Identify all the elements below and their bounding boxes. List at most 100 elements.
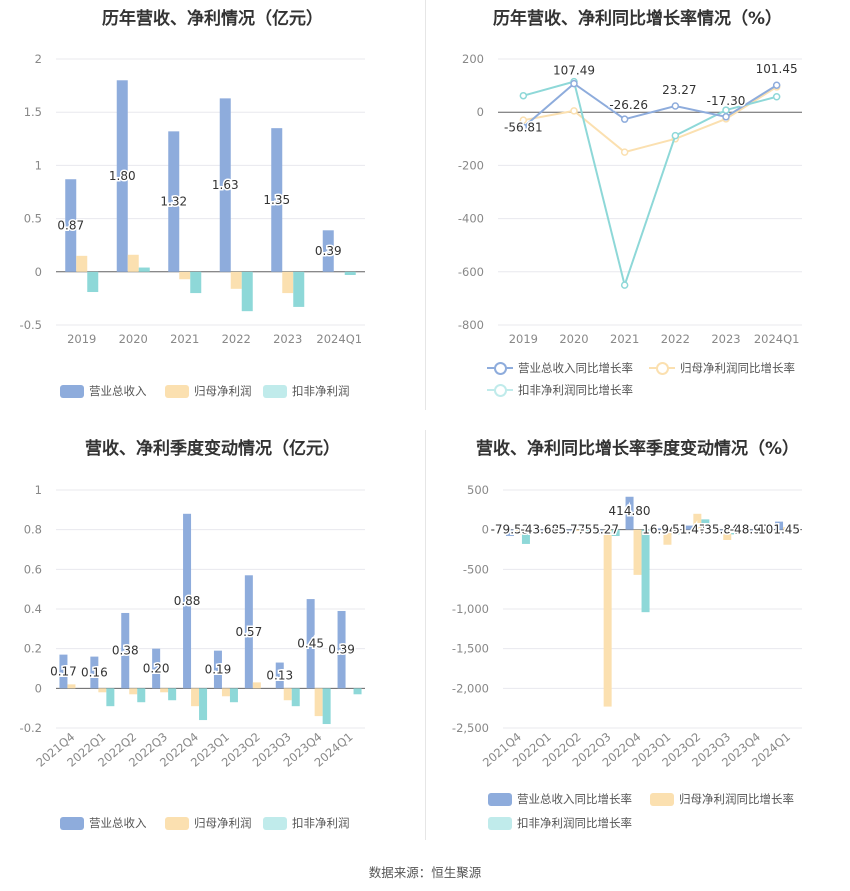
x-tick-label: 2019	[67, 332, 96, 346]
y-tick-label: -400	[458, 212, 484, 226]
y-tick-label: 0.2	[24, 642, 42, 656]
data-label: -79.53	[491, 523, 530, 537]
legend-label: 扣非净利润同比增长率	[517, 816, 632, 830]
bar-revenue	[655, 528, 664, 530]
bar-deducted-profit	[291, 688, 300, 707]
y-tick-label: 200	[462, 52, 484, 66]
data-label: 414.80	[609, 504, 651, 518]
bar-revenue	[715, 529, 724, 533]
y-tick-label: 2	[35, 52, 42, 66]
bar-revenue	[306, 599, 315, 689]
bar-net-profit	[283, 688, 292, 701]
x-tick-label: 2021	[610, 332, 639, 346]
bar-deducted-profit	[344, 271, 356, 275]
legend-item-net-profit-growth[interactable]: 归母净利润同比增长率	[649, 360, 795, 376]
bar-deducted-profit	[641, 529, 650, 613]
series-point	[772, 93, 781, 101]
bar-revenue	[275, 662, 284, 689]
legend-item-revenue-growth[interactable]: 营业总收入同比增长率	[488, 791, 632, 807]
data-source-note: 数据来源：恒生聚源	[368, 865, 482, 880]
data-label: 1.35	[263, 193, 290, 207]
legend-item-net-profit-growth[interactable]: 归母净利润同比增长率	[650, 791, 794, 807]
data-label: -26.26	[609, 98, 648, 112]
data-label: 0.88	[174, 594, 201, 608]
legend-item-revenue[interactable]: 营业总收入	[60, 383, 147, 399]
legend-label: 扣非净利润	[292, 384, 350, 398]
data-label: 107.49	[553, 64, 595, 78]
bar-net-profit	[633, 529, 642, 575]
bar-revenue	[535, 529, 544, 534]
legend-item-net-profit[interactable]: 归母净利润	[165, 815, 252, 831]
bar-deducted-profit	[731, 529, 740, 535]
bar-revenue	[65, 179, 77, 272]
y-tick-label: 500	[467, 483, 489, 497]
chart-title: 营收、净利季度变动情况（亿元）	[85, 439, 340, 459]
bar-deducted-profit	[611, 529, 620, 537]
y-tick-label: 0	[35, 681, 42, 695]
legend-label: 扣非净利润	[292, 816, 350, 830]
chart-canvas: -0.5 0 0.5 1 1.5 2 0.87 1.80 1.32 1.63 1.35 0.39 201…	[20, 52, 365, 346]
bar-revenue	[59, 654, 68, 689]
legend-swatch	[165, 816, 189, 830]
bar-revenue	[625, 496, 634, 530]
legend-item-revenue[interactable]: 营业总收入	[60, 815, 147, 831]
bar-revenue	[213, 650, 222, 689]
y-tick-label: 0	[35, 265, 42, 279]
data-label: -48.92	[730, 523, 769, 537]
bar-net-profit	[543, 529, 552, 532]
legend-label: 归母净利润同比增长率	[680, 361, 795, 375]
bar-revenue	[152, 648, 161, 689]
bar-revenue	[116, 80, 128, 272]
y-tick-label: -2,000	[452, 681, 489, 695]
x-tick-label: 2023	[273, 332, 302, 346]
bar-net-profit	[191, 688, 200, 707]
bar-deducted-profit	[521, 529, 530, 544]
legend-item-deducted-profit[interactable]: 扣非净利润	[263, 815, 350, 831]
legend-item-net-profit[interactable]: 归母净利润	[165, 383, 252, 399]
data-label: -56.81	[504, 120, 543, 134]
y-tick-label: 0.5	[24, 212, 42, 226]
x-tick-label: 2022	[222, 332, 251, 346]
y-tick-label: -2,500	[452, 721, 489, 735]
x-tick-label: 2024Q1	[316, 332, 362, 346]
bar-revenue	[685, 525, 694, 530]
y-tick-label: 0.6	[24, 562, 42, 576]
series-point	[722, 106, 730, 114]
y-tick-label: -500	[463, 562, 489, 576]
legend-item-revenue-growth[interactable]: 营业总收入同比增长率	[487, 360, 633, 376]
bar-net-profit	[753, 529, 762, 533]
data-label: 1.32	[160, 195, 187, 209]
y-tick-label: 0.4	[24, 602, 42, 616]
bar-deducted-profit	[671, 529, 680, 535]
bar-revenue	[322, 230, 334, 272]
x-tick-label: 2020	[119, 332, 148, 346]
bar-deducted-profit	[229, 688, 238, 703]
series-point	[519, 91, 528, 100]
series-point	[620, 281, 629, 289]
legend-swatch	[488, 792, 512, 806]
bar-net-profit	[513, 529, 522, 535]
legend-label: 营业总收入	[89, 816, 147, 830]
data-label: 1.63	[212, 178, 239, 192]
legend-label: 营业总收入	[89, 384, 147, 398]
y-tick-label: 0.8	[24, 523, 42, 537]
data-label: 0.87	[57, 219, 84, 233]
legend-label: 归母净利润同比增长率	[679, 792, 794, 806]
bar-net-profit	[573, 529, 582, 531]
bar-revenue	[168, 131, 180, 272]
bar-revenue	[505, 529, 514, 536]
y-tick-label: -800	[458, 318, 484, 332]
series-point	[519, 123, 528, 132]
bar-net-profit	[98, 688, 107, 693]
series-point	[519, 116, 528, 124]
bar-deducted-profit	[87, 271, 99, 293]
bar-deducted-profit	[137, 688, 146, 703]
legend-item-deducted-profit-growth[interactable]: 扣非净利润同比增长率	[488, 815, 632, 831]
legend-swatch	[60, 384, 84, 398]
data-label: 0.20	[143, 662, 170, 676]
legend-item-deducted-profit-growth[interactable]: 扣非净利润同比增长率	[487, 382, 633, 398]
legend-item-deducted-profit[interactable]: 扣非净利润	[263, 383, 350, 399]
bar-deducted-profit	[190, 271, 202, 294]
data-label: 0.39	[315, 244, 342, 258]
bar-deducted-profit	[199, 688, 208, 721]
